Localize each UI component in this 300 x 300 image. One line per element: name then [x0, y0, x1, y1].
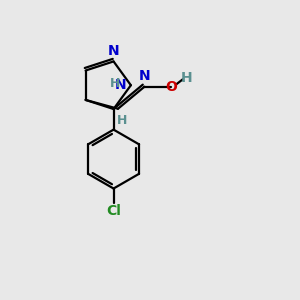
Text: H: H [181, 71, 192, 85]
Text: N: N [115, 78, 126, 92]
Text: Cl: Cl [106, 205, 121, 218]
Text: O: O [165, 80, 177, 94]
Text: N: N [139, 69, 150, 83]
Text: H: H [110, 77, 121, 90]
Text: N: N [108, 44, 119, 58]
Text: H: H [117, 114, 128, 127]
